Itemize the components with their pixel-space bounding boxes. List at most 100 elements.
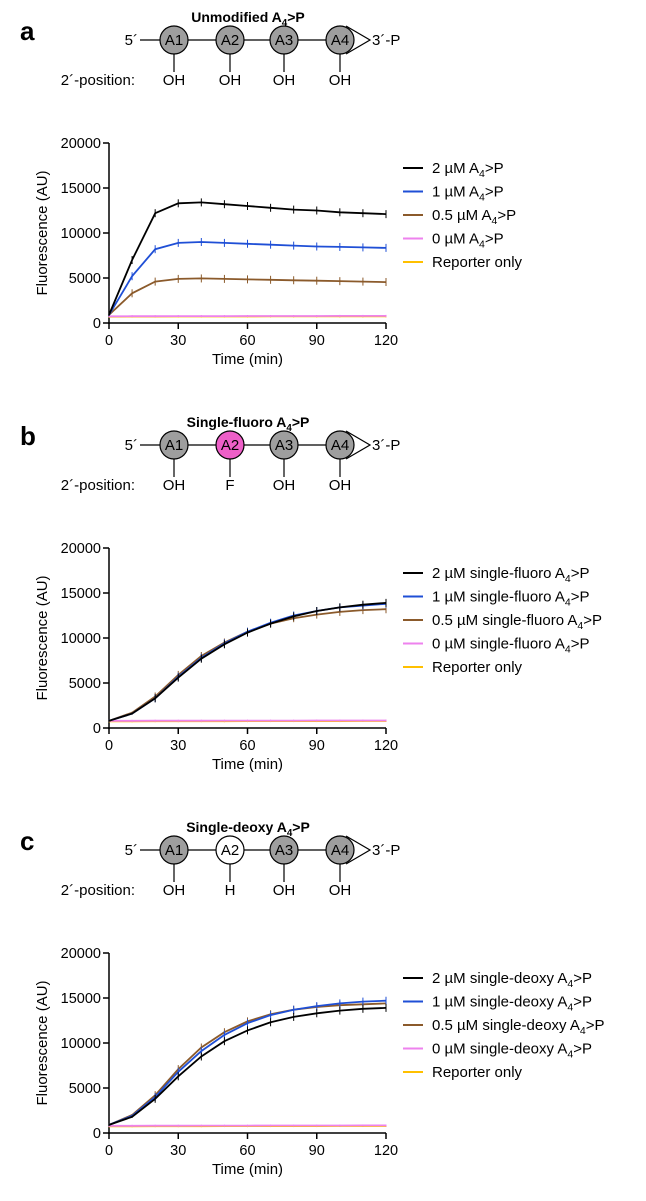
series-1uM	[108, 996, 387, 1126]
series-0.5uM	[108, 605, 387, 722]
x-axis-label: Time (min)	[212, 351, 283, 368]
y-tick-label: 15000	[61, 181, 101, 197]
legend-entry: 0.5 µM A4>P	[432, 207, 516, 227]
panel-title: Single-fluoro A4>P	[187, 414, 310, 434]
y-tick-label: 15000	[61, 586, 101, 602]
two-prime-substituent: OH	[273, 477, 296, 494]
panel-letter: b	[20, 421, 36, 451]
nucleotide-circle	[325, 25, 355, 55]
legend-entry: 0 µM single-deoxy A4>P	[432, 1041, 592, 1061]
y-tick-label: 5000	[69, 676, 101, 692]
x-tick-label: 30	[170, 333, 186, 349]
legend-entry: 0.5 µM single-deoxy A4>P	[432, 1017, 605, 1037]
legend-entry: 0.5 µM single-fluoro A4>P	[432, 612, 602, 632]
y-tick-label: 10000	[61, 226, 101, 242]
cyclic-phosphate-bond	[345, 430, 372, 460]
legend-entry: Reporter only	[432, 659, 523, 676]
series-line	[108, 602, 387, 722]
y-tick-label: 0	[93, 721, 101, 737]
nucleotide-label: A1	[165, 32, 183, 49]
x-tick-label: 0	[105, 1143, 113, 1159]
nucleotide-circle	[215, 25, 245, 55]
nucleotide-circle	[269, 430, 299, 460]
panel-b: b Single-fluoro A4>P 5´ 3´-P 2´-position: A1 O…	[20, 414, 602, 773]
chart: 0 5000 10000 15000 20000 0 30 60 90 120 Time (min)…	[34, 541, 602, 773]
nucleotide-label: A3	[275, 437, 293, 454]
position-label: 2´-position:	[61, 72, 135, 89]
two-prime-substituent: OH	[163, 882, 186, 899]
nucleotide-label: A2	[221, 437, 239, 454]
x-tick-label: 60	[239, 738, 255, 754]
two-prime-substituent: OH	[273, 882, 296, 899]
y-tick-label: 10000	[61, 1036, 101, 1052]
legend-entry: Reporter only	[432, 254, 523, 271]
x-tick-label: 90	[309, 738, 325, 754]
two-prime-substituent: OH	[219, 72, 242, 89]
y-tick-label: 5000	[69, 271, 101, 287]
y-tick-label: 15000	[61, 991, 101, 1007]
series-2uM	[108, 1003, 387, 1126]
five-prime-label: 5´	[125, 437, 138, 454]
panel-title: Unmodified A4>P	[191, 9, 304, 29]
y-tick-label: 5000	[69, 1081, 101, 1097]
nucleotide-circle	[269, 835, 299, 865]
legend-entry: 2 µM A4>P	[432, 160, 504, 180]
molecule-diagram: 5´ 3´-P 2´-position: A1 OH A2 OH A3 OH A4 OH	[61, 25, 400, 89]
y-axis-label: Fluorescence (AU)	[34, 575, 51, 700]
panel-letter: a	[20, 16, 35, 46]
legend: 2 µM A4>P 1 µM A4>P 0.5 µM A4>P 0 µM A4>P Re…	[403, 160, 523, 271]
x-axis-label: Time (min)	[212, 1161, 283, 1178]
y-tick-label: 20000	[61, 541, 101, 557]
five-prime-label: 5´	[125, 32, 138, 49]
series-line	[108, 602, 387, 722]
two-prime-substituent: OH	[163, 477, 186, 494]
y-tick-label: 20000	[61, 136, 101, 152]
x-tick-label: 60	[239, 333, 255, 349]
x-tick-label: 60	[239, 1143, 255, 1159]
two-prime-substituent: OH	[329, 477, 352, 494]
x-tick-label: 0	[105, 738, 113, 754]
legend-entry: 0 µM A4>P	[432, 231, 504, 251]
three-prime-label: 3´-P	[372, 437, 400, 454]
x-tick-label: 0	[105, 333, 113, 349]
five-prime-label: 5´	[125, 842, 138, 859]
nucleotide-label: A4	[331, 842, 349, 859]
nucleotide-circle	[215, 430, 245, 460]
cyclic-phosphate-bond	[345, 835, 372, 865]
nucleotide-label: A1	[165, 842, 183, 859]
y-tick-label: 10000	[61, 631, 101, 647]
position-label: 2´-position:	[61, 882, 135, 899]
two-prime-substituent: OH	[273, 72, 296, 89]
x-tick-label: 30	[170, 738, 186, 754]
nucleotide-label: A4	[331, 32, 349, 49]
nucleotide-circle	[325, 430, 355, 460]
x-tick-label: 120	[374, 1143, 398, 1159]
x-tick-label: 90	[309, 333, 325, 349]
series-1uM	[108, 599, 387, 722]
molecule-diagram: 5´ 3´-P 2´-position: A1 OH A2 H A3 OH A4 OH	[61, 835, 400, 899]
chart: 0 5000 10000 15000 20000 0 30 60 90 120 Time (min)…	[34, 946, 605, 1178]
series-2uM	[108, 198, 387, 316]
nucleotide-label: A2	[221, 32, 239, 49]
series-line	[108, 277, 387, 316]
nucleotide-label: A3	[275, 32, 293, 49]
x-tick-label: 30	[170, 1143, 186, 1159]
two-prime-substituent: H	[225, 882, 236, 899]
legend-entry: 2 µM single-deoxy A4>P	[432, 970, 592, 990]
legend: 2 µM single-deoxy A4>P 1 µM single-deoxy …	[403, 970, 605, 1081]
y-axis-label: Fluorescence (AU)	[34, 980, 51, 1105]
legend: 2 µM single-fluoro A4>P 1 µM single-fluor…	[403, 565, 602, 676]
y-axis-label: Fluorescence (AU)	[34, 170, 51, 295]
two-prime-substituent: F	[225, 477, 234, 494]
panel-c: c Single-deoxy A4>P 5´ 3´-P 2´-position: A1 OH…	[20, 819, 605, 1178]
series-0.5uM	[108, 999, 387, 1126]
nucleotide-circle	[159, 430, 189, 460]
legend-entry: 1 µM single-fluoro A4>P	[432, 589, 589, 609]
series-0.5uM	[108, 274, 387, 316]
nucleotide-label: A2	[221, 842, 239, 859]
series-line	[108, 608, 387, 722]
legend-entry: 0 µM single-fluoro A4>P	[432, 636, 589, 656]
nucleotide-label: A4	[331, 437, 349, 454]
x-tick-label: 120	[374, 738, 398, 754]
x-tick-label: 120	[374, 333, 398, 349]
